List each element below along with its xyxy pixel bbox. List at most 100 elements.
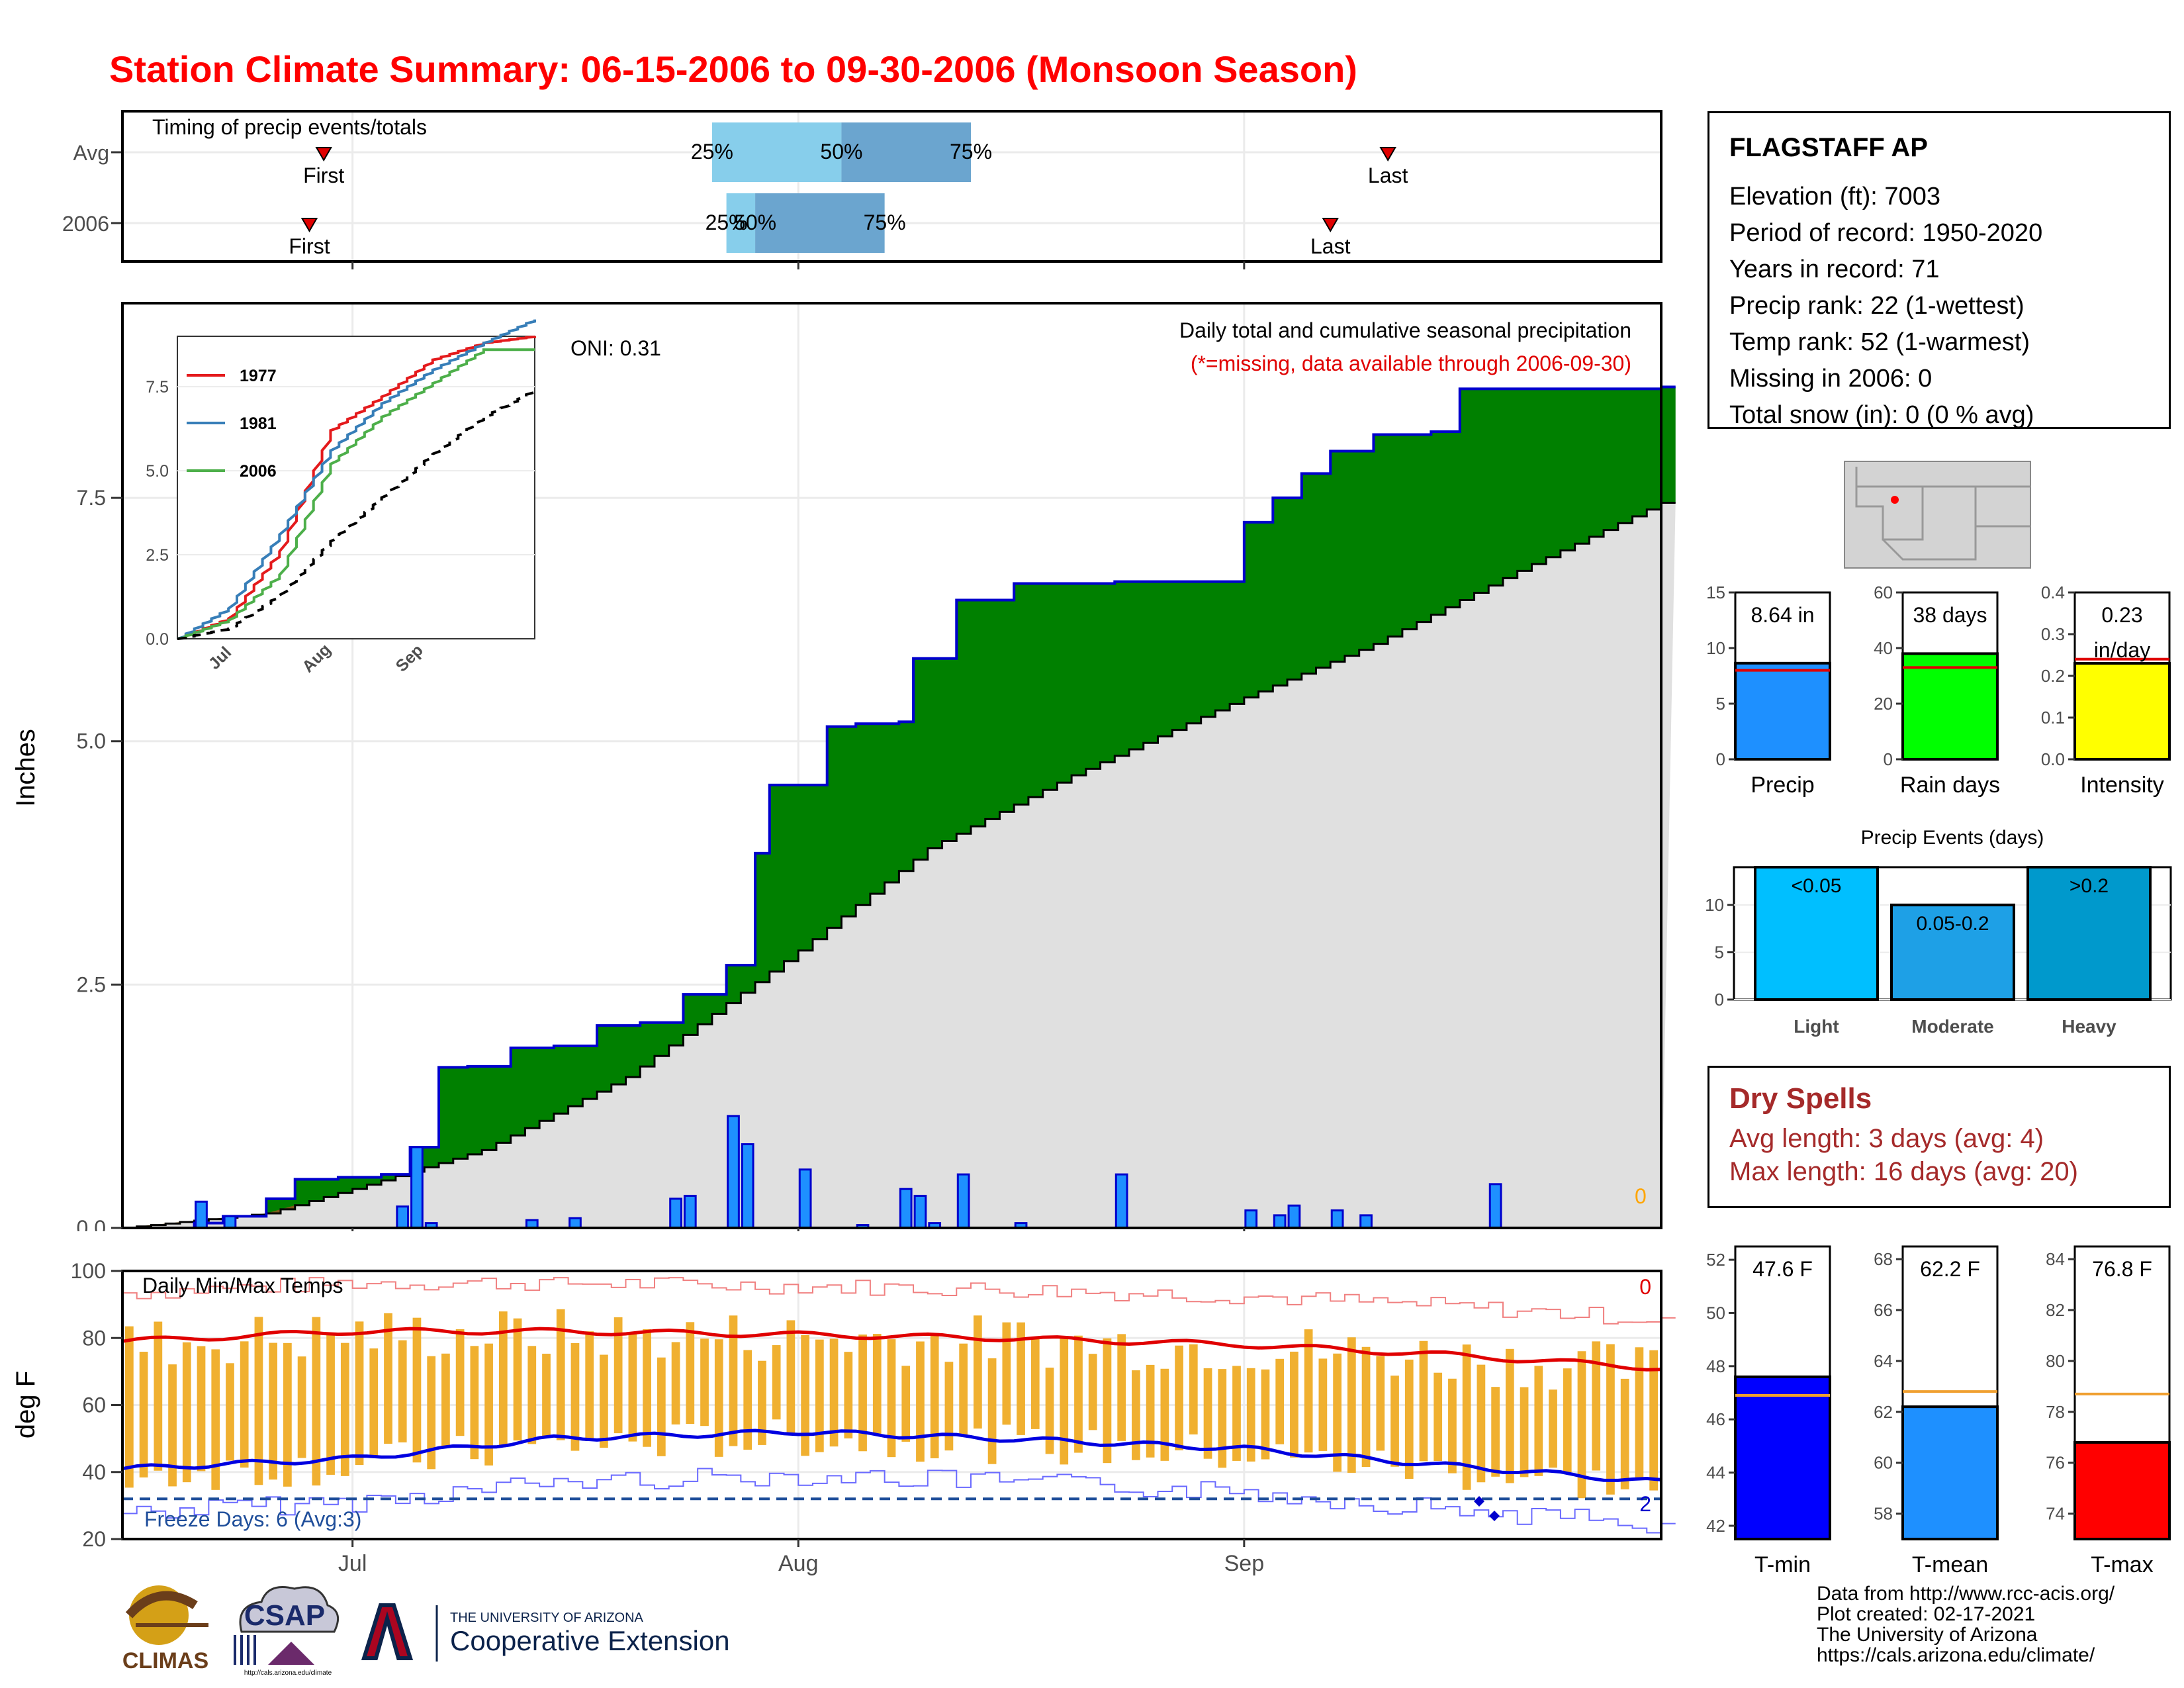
precip-chart: 0.0 2.5 5.0 7.5 Inches Daily total and cumula… (11, 302, 1676, 1231)
timing-last-label: Last (1310, 234, 1351, 258)
station-temp-rank: Temp rank: 52 (1-warmest) (1729, 328, 2030, 356)
daily-temp-bar (139, 1352, 148, 1477)
daily-temp-bar (729, 1315, 738, 1446)
daily-temp-bar (829, 1338, 839, 1447)
inset-legend-label: 2006 (240, 462, 277, 481)
temp-x-tick-label: Aug (778, 1551, 819, 1576)
daily-temp-bar (513, 1318, 522, 1441)
daily-temp-bar (944, 1362, 954, 1451)
temp-summary-2-tick-label: 80 (2046, 1351, 2065, 1371)
daily-temp-bar (614, 1317, 623, 1434)
summary-0-tick-label: 10 (1706, 638, 1725, 658)
daily-temp-bar (1534, 1366, 1543, 1476)
daily-temp-bar (959, 1343, 968, 1436)
main-y-tick-label: 0.0 (77, 1216, 106, 1231)
dry-spells-title: Dry Spells (1729, 1082, 1872, 1115)
daily-temp-bar (700, 1338, 709, 1427)
timing-first-label: First (303, 164, 344, 187)
daily-temp-bar (441, 1353, 450, 1447)
daily-temp-bar (1635, 1347, 1644, 1479)
main-missing-note: (*=missing, data available through 2006-… (1191, 352, 1631, 375)
station-precip-rank: Precip rank: 22 (1-wettest) (1729, 292, 2025, 320)
temp-summary-2-tick-label: 84 (2046, 1249, 2065, 1269)
temp-y-tick-label: 40 (82, 1460, 106, 1484)
inset-y-tick-label: 5.0 (146, 462, 169, 481)
summary-0-tick-label: 5 (1716, 694, 1725, 714)
daily-precip-bar (913, 1194, 927, 1229)
daily-temp-bar (1549, 1389, 1557, 1468)
temp-summary-1-tick-label: 62 (1874, 1402, 1893, 1422)
footer-url: https://cals.arizona.edu/climate/ (1817, 1644, 2095, 1666)
daily-temp-bar (987, 1358, 997, 1464)
station-missing: Missing in 2006: 0 (1729, 365, 1933, 393)
temp-summary-2-bar (2073, 1440, 2171, 1540)
daily-precip-bar (1273, 1214, 1287, 1229)
temp-y-axis-label: deg F (11, 1371, 40, 1438)
summary-2-bar (2073, 662, 2171, 761)
events-tick-label: 5 (1715, 943, 1724, 962)
daily-temp-bar (340, 1342, 349, 1476)
station-elevation: Elevation (ft): 7003 (1729, 183, 1940, 211)
temp-summary-2-tick-label: 82 (2046, 1300, 2065, 1320)
daily-temp-bar (1103, 1338, 1112, 1464)
temp-y-tick-label: 60 (82, 1393, 106, 1417)
daily-temp-bar (974, 1315, 982, 1429)
temp-summary-1-tick-label: 60 (1874, 1453, 1893, 1473)
inset-y-tick-label: 0.0 (146, 630, 169, 649)
temp-summary-0-tick-label: 44 (1706, 1463, 1725, 1483)
daily-temp-bar (369, 1348, 379, 1458)
daily-temp-bar (1592, 1341, 1601, 1471)
daily-temp-bar (283, 1342, 292, 1487)
daily-temp-bar (1132, 1370, 1140, 1460)
summary-1-tick-label: 60 (1874, 583, 1893, 602)
inset-series-1981 (177, 319, 536, 640)
temp-summary-1-bar (1901, 1405, 1999, 1541)
daily-precip-bar (195, 1200, 208, 1229)
daily-precip-bar (223, 1215, 237, 1229)
precip-events-chart: Precip Events (days) <0.05 Light 0.05-0.2 Mo… (1705, 827, 2172, 1037)
daily-temp-bar (1074, 1335, 1083, 1453)
daily-temp-bar (398, 1340, 407, 1443)
daily-temp-bar (1232, 1366, 1241, 1461)
main-zero-count: 0 (1635, 1184, 1647, 1208)
daily-temp-bar (527, 1346, 537, 1444)
daily-temp-bar (1175, 1345, 1183, 1450)
temp-summary-1-label: T-mean (1912, 1552, 1988, 1577)
daily-temp-bar (1620, 1378, 1629, 1489)
daily-temp-bar (714, 1339, 723, 1457)
summary-1-bar (1901, 652, 1999, 761)
daily-precip-bar (1330, 1209, 1344, 1229)
daily-temp-bar (1477, 1364, 1486, 1483)
climas-logo: CLIMAS (122, 1585, 208, 1673)
timing-last-marker (1322, 218, 1339, 232)
daily-temp-bar (254, 1317, 263, 1485)
daily-temp-bar (815, 1339, 824, 1452)
daily-precip-bar (956, 1173, 970, 1229)
daily-temp-bar (801, 1335, 809, 1456)
dry-spells-box: Dry Spells Avg length: 3 days (avg: 4) M… (1707, 1066, 2171, 1208)
daily-temp-bar (786, 1320, 796, 1434)
daily-precip-bar (396, 1205, 410, 1229)
timing-bar-50-75 (755, 193, 885, 253)
summary-0-value-label: 8.64 in (1751, 603, 1814, 627)
temp-summary-1-tick-label: 58 (1874, 1504, 1893, 1524)
avg-min-line (122, 1429, 1662, 1482)
daily-temp-bar (455, 1329, 465, 1436)
timing-last-label: Last (1368, 164, 1408, 187)
record-low-line (122, 1468, 1676, 1534)
climas-logo-text: CLIMAS (122, 1648, 208, 1673)
daily-temp-bar (1045, 1368, 1054, 1454)
temp-x-tick-label: Jul (338, 1551, 367, 1576)
daily-temp-bar (154, 1321, 163, 1471)
events-bar-light (1754, 866, 1879, 1001)
footer-created: Plot created: 02-17-2021 (1817, 1603, 2036, 1625)
daily-temp-bar (1563, 1368, 1572, 1473)
inset-legend-label: 1977 (240, 367, 277, 385)
summary-1-value-label: 38 days (1913, 603, 1987, 627)
daily-precip-bar (1287, 1204, 1301, 1229)
timing-frame (121, 110, 1662, 263)
temp-summary-1-value-label: 62.2 F (1920, 1257, 1980, 1281)
daily-temp-bar (1002, 1322, 1011, 1425)
inset-y-tick-label: 7.5 (146, 378, 169, 397)
main-y-tick-label: 2.5 (77, 972, 106, 996)
